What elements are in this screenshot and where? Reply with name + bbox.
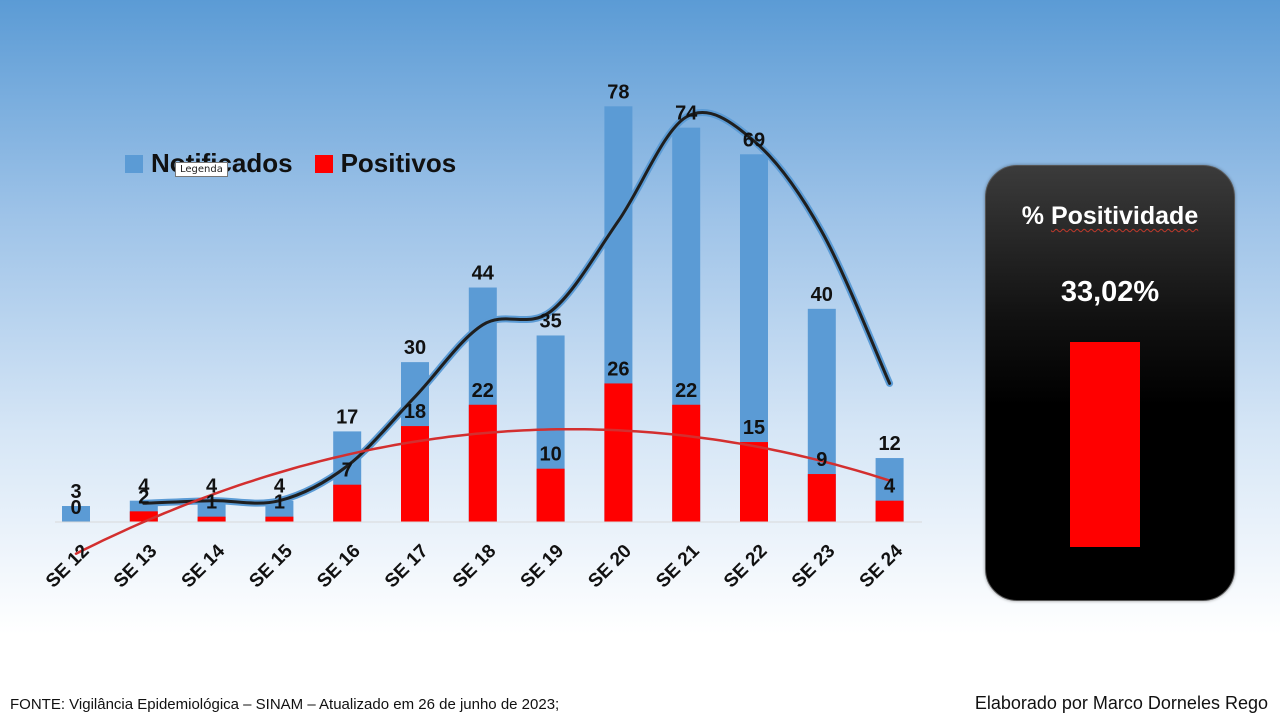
positivos-swatch	[314, 154, 333, 173]
panel-title-word: Positividade	[1050, 202, 1199, 230]
bar-positivos-se-19	[536, 468, 565, 522]
data-label-positivos-se-15: 1	[274, 492, 285, 514]
x-tick-se-15: SE 15	[245, 540, 297, 592]
x-tick-se-21: SE 21	[652, 540, 704, 592]
positivity-value: 33,02%	[1060, 276, 1160, 308]
x-tick-se-22: SE 22	[720, 541, 771, 592]
x-tick-se-20: SE 20	[584, 541, 635, 592]
data-label-positivos-se-22: 15	[743, 417, 765, 439]
data-label-notificados-se-22: 69	[743, 129, 765, 151]
x-tick-se-24: SE 24	[856, 540, 908, 592]
positivity-bar	[1070, 342, 1140, 547]
bar-positivos-se-22	[740, 442, 768, 522]
data-label-positivos-se-19: 10	[539, 444, 561, 466]
data-label-notificados-se-19: 35	[539, 310, 561, 332]
x-tick-se-13: SE 13	[110, 541, 161, 592]
data-label-notificados-se-14: 4	[206, 476, 218, 498]
bar-positivos-se-23	[807, 474, 836, 522]
data-label-positivos-se-13: 2	[138, 486, 149, 508]
positivity-panel: % Positividade 33,02%	[985, 165, 1235, 601]
x-tick-se-16: SE 16	[313, 541, 364, 592]
data-label-positivos-se-21: 22	[675, 380, 697, 402]
x-tick-se-12: SE 12	[42, 541, 93, 592]
data-label-positivos-se-23: 9	[816, 449, 827, 471]
panel-title-prefix: %	[1021, 202, 1051, 230]
bar-positivos-se-20	[604, 383, 633, 522]
legend-tooltip: Legenda	[175, 162, 228, 177]
data-label-positivos-se-18: 22	[472, 380, 494, 402]
author-note: Elaborado por Marco Dorneles Rego	[974, 693, 1268, 713]
bar-positivos-se-21	[672, 404, 701, 522]
panel-title: % Positividade	[986, 202, 1234, 231]
data-label-notificados-se-16: 17	[336, 406, 358, 428]
bar-notificados-se-12	[62, 506, 90, 522]
positivos-trendline	[74, 427, 891, 555]
notificados-swatch	[125, 154, 143, 173]
data-label-notificados-se-17: 30	[404, 337, 426, 359]
data-label-notificados-se-18: 44	[472, 263, 495, 285]
bar-positivos-se-15	[265, 516, 294, 522]
data-label-positivos-se-12: 0	[70, 497, 81, 519]
x-tick-se-23: SE 23	[788, 541, 839, 592]
data-label-notificados-se-23: 40	[811, 284, 833, 306]
x-tick-se-19: SE 19	[517, 541, 568, 592]
data-label-notificados-se-21: 74	[675, 103, 698, 125]
data-label-notificados-se-15: 4	[274, 476, 286, 498]
bar-positivos-se-14	[197, 516, 226, 522]
x-tick-labels: SE 12 SE 13 SE 14 SE 15 SE 16 SE 17 SE 18 SE 19…	[42, 540, 907, 592]
data-label-notificados-se-20: 78	[607, 81, 629, 103]
x-tick-se-17: SE 17	[381, 541, 432, 592]
data-label-positivos-se-14: 1	[206, 492, 217, 514]
data-label-notificados-se-13: 4	[138, 476, 150, 498]
x-tick-se-14: SE 14	[178, 540, 230, 592]
data-label-positivos-se-24: 4	[884, 476, 896, 498]
bar-positivos-se-18	[468, 404, 497, 522]
bar-positivos-se-24	[875, 500, 904, 522]
data-label-notificados-se-12: 3	[70, 481, 81, 503]
data-label-notificados-se-24: 12	[878, 433, 900, 455]
data-label-positivos-se-16: 7	[342, 460, 353, 482]
notificados-trendline	[142, 111, 892, 505]
source-note: FONTE: Vigilância Epidemiológica – SINAM…	[10, 696, 560, 713]
data-label-positivos-se-20: 26	[607, 358, 629, 380]
legend-label-positivos: Positivos	[340, 148, 457, 178]
legend-item-positivos: Positivos	[314, 148, 457, 179]
bar-positivos-se-16	[333, 484, 362, 522]
x-tick-se-18: SE 18	[449, 541, 500, 592]
bar-positivos-se-13	[129, 511, 158, 522]
data-label-positivos-se-17: 18	[404, 401, 426, 423]
